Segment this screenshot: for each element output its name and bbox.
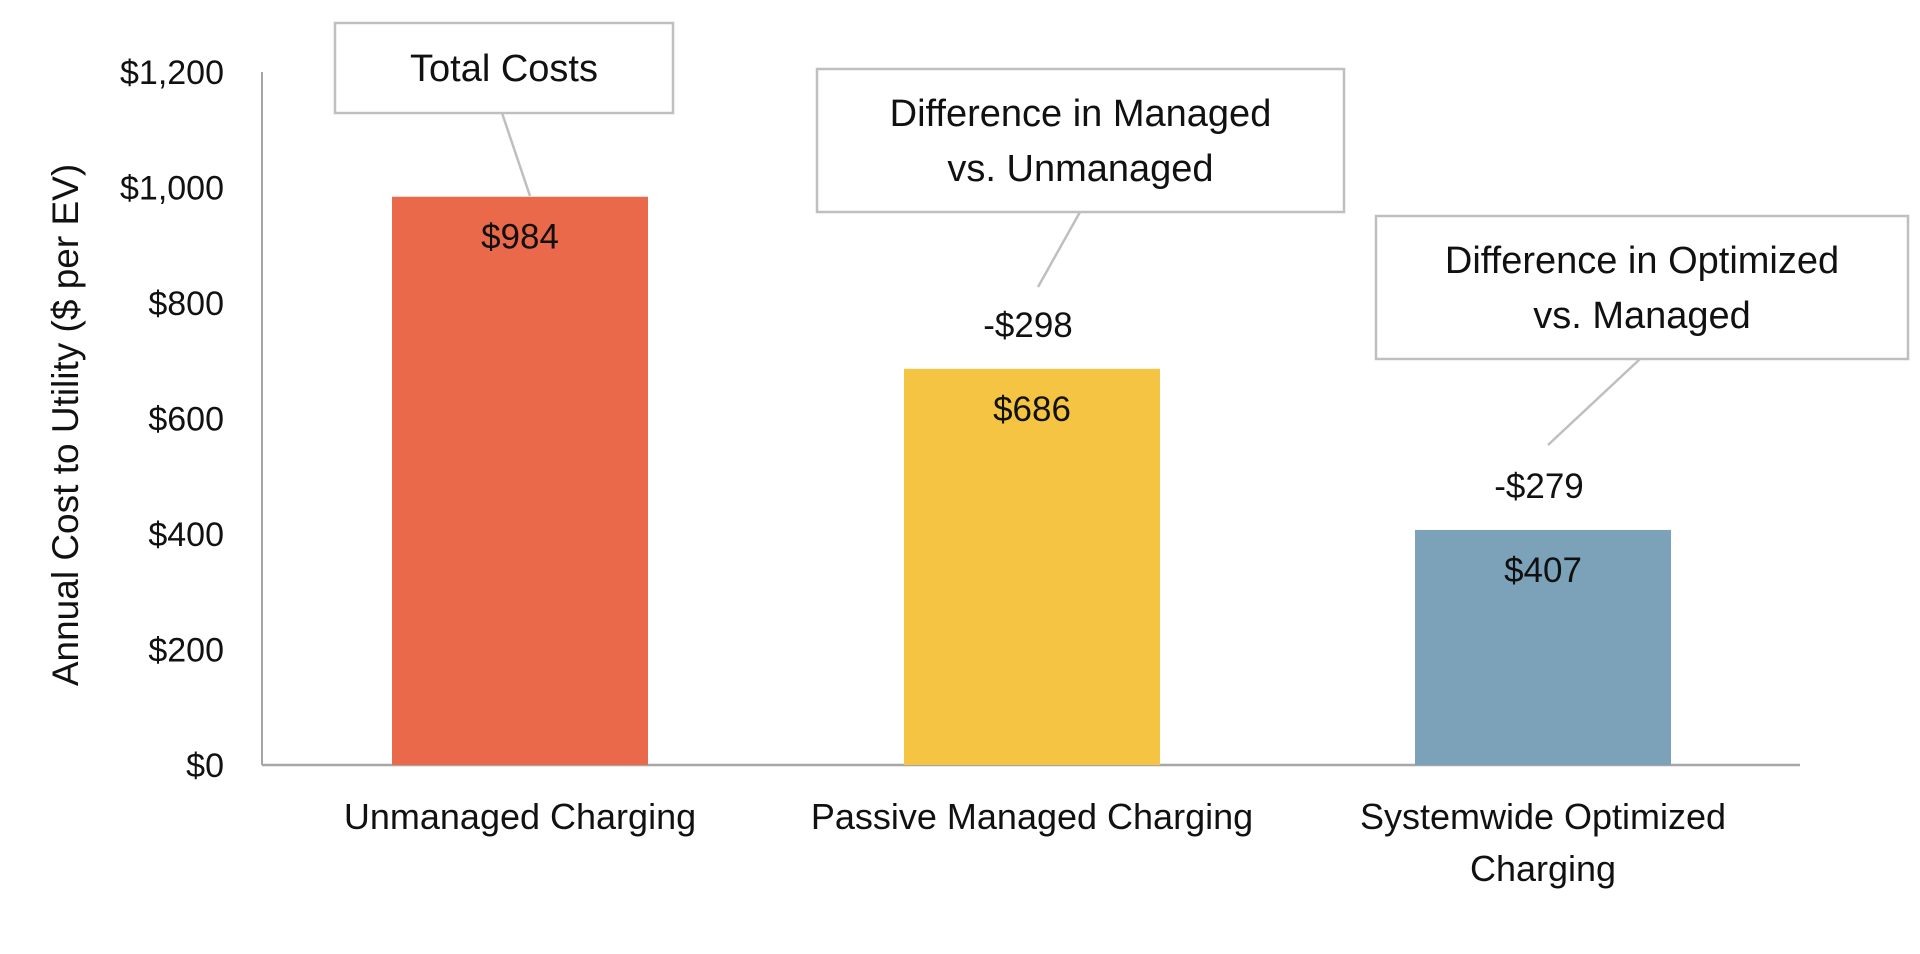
callouts: Total Costs Difference in Managed vs. Unma… xyxy=(333,21,1910,446)
y-axis: $0 $200 $400 $600 $800 $1,000 $1,200 xyxy=(120,54,1800,785)
bar xyxy=(904,368,1160,765)
y-tick-label: $400 xyxy=(148,516,224,554)
callout-text: Difference in Optimized xyxy=(1445,240,1839,282)
y-tick-label: $0 xyxy=(186,747,224,785)
category-label: Unmanaged Charging xyxy=(344,796,696,837)
y-tick-label: $1,000 xyxy=(120,170,224,208)
bar xyxy=(1415,529,1671,765)
callout-text: vs. Unmanaged xyxy=(947,148,1213,190)
category-label: Charging xyxy=(1470,848,1616,889)
y-axis-title: Annual Cost to Utility ($ per EV) xyxy=(45,164,86,686)
bar-value-label: $984 xyxy=(481,218,559,257)
bar-value-label: $407 xyxy=(1504,551,1582,590)
callout-text: Difference in Managed xyxy=(890,93,1272,135)
category-label: Passive Managed Charging xyxy=(811,796,1253,837)
bars: $984 Unmanaged Charging $686 -$298 Passive M… xyxy=(344,196,1726,889)
callout-leader-line xyxy=(1547,358,1641,446)
callout-text: vs. Managed xyxy=(1533,295,1751,337)
callout-text: Total Costs xyxy=(410,48,598,90)
callout-leader-line xyxy=(500,112,532,197)
difference-label: -$279 xyxy=(1494,467,1584,506)
y-tick-label: $800 xyxy=(148,285,224,323)
bar xyxy=(392,196,648,766)
bar-value-label: $686 xyxy=(993,390,1071,429)
category-label: Systemwide Optimized xyxy=(1360,796,1726,837)
callout-box xyxy=(333,21,675,115)
y-tick-label: $600 xyxy=(148,401,224,439)
callout-box xyxy=(1374,214,1910,361)
callout-leader-line xyxy=(1036,211,1082,288)
difference-label: -$298 xyxy=(983,306,1073,345)
y-tick-label: $200 xyxy=(148,632,224,670)
y-tick-label: $1,200 xyxy=(120,54,224,92)
callout-box xyxy=(815,67,1346,214)
